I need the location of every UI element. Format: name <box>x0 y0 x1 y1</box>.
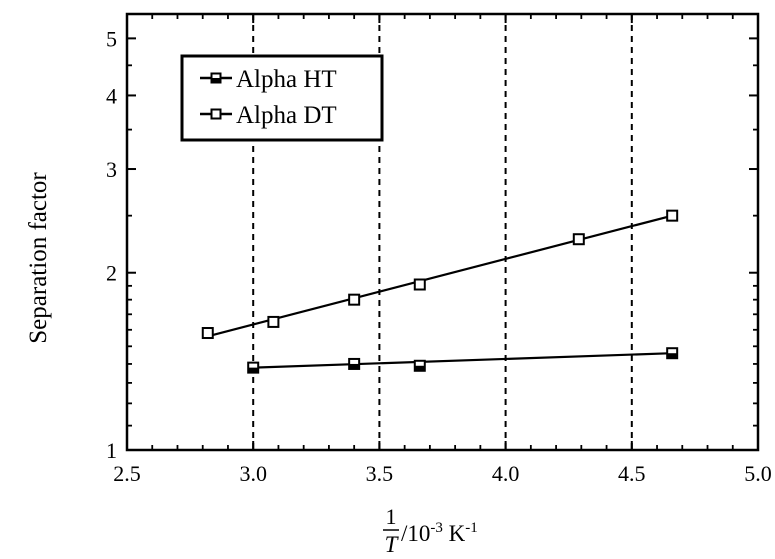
data-point <box>666 347 679 360</box>
x-axis-title-scale: /10 <box>401 521 430 546</box>
legend-item: Alpha DT <box>200 102 337 129</box>
legend: Alpha HT Alpha DT <box>180 54 384 142</box>
data-point <box>201 327 214 340</box>
data-point-fill <box>414 365 425 371</box>
legend-label: Alpha HT <box>236 66 337 93</box>
legend-marker <box>210 108 222 120</box>
data-point <box>572 233 585 246</box>
x-tick-label: 4.0 <box>492 461 520 486</box>
x-axis-tick-labels: 2.5 3.0 3.5 4.0 4.5 5.0 <box>113 461 772 486</box>
x-axis-title-scale-exponent: -3 <box>430 520 443 536</box>
y-tick-label: 4 <box>106 83 117 108</box>
data-point-fill <box>248 367 259 373</box>
data-point <box>348 357 361 370</box>
y-tick-label: 5 <box>106 26 117 51</box>
axis-ticks <box>126 14 759 451</box>
legend-label: Alpha DT <box>236 102 337 129</box>
x-tick-label: 3.5 <box>366 461 394 486</box>
x-axis-title: 1 T /10-3 K-1 <box>383 504 478 557</box>
data-point-box <box>666 209 679 222</box>
legend-marker <box>210 72 222 84</box>
series-alpha-dt <box>201 209 679 340</box>
data-point-box <box>413 278 426 291</box>
data-point <box>267 315 280 328</box>
x-tick-label: 2.5 <box>113 461 141 486</box>
series-fit-line <box>207 214 673 338</box>
y-tick-label: 2 <box>106 261 117 286</box>
data-point-box <box>267 315 280 328</box>
x-axis-title-unit-exponent: -1 <box>465 520 478 536</box>
series-fit-line <box>253 352 673 369</box>
y-axis-tick-labels: 1 2 3 4 5 <box>106 26 117 463</box>
legend-box <box>180 54 384 142</box>
y-axis-title: Separation factor <box>25 172 52 344</box>
gridlines <box>252 14 633 450</box>
y-tick-label: 1 <box>106 438 117 463</box>
data-series <box>201 209 679 374</box>
data-point-fill <box>349 363 360 369</box>
y-tick-label: 3 <box>106 157 117 182</box>
x-tick-label: 5.0 <box>744 461 772 486</box>
data-point-fill <box>667 353 678 359</box>
plot-frame <box>125 12 760 452</box>
series-alpha-ht <box>247 347 679 374</box>
legend-marker-box <box>210 108 222 120</box>
x-axis-title-denominator: T <box>385 532 400 557</box>
data-point-box <box>572 233 585 246</box>
x-tick-label: 4.5 <box>618 461 646 486</box>
data-point <box>247 361 260 374</box>
data-point-box <box>201 327 214 340</box>
data-point <box>666 209 679 222</box>
x-tick-label: 3.0 <box>239 461 267 486</box>
data-point <box>413 359 426 372</box>
legend-item: Alpha HT <box>200 66 337 93</box>
x-axis-title-numerator: 1 <box>386 504 397 529</box>
data-point-box <box>348 293 361 306</box>
data-point <box>413 278 426 291</box>
x-axis-title-unit: K <box>443 521 466 546</box>
data-point <box>348 293 361 306</box>
x-axis-title-units: /10-3 K-1 <box>401 520 478 546</box>
legend-marker-fill <box>211 78 221 83</box>
